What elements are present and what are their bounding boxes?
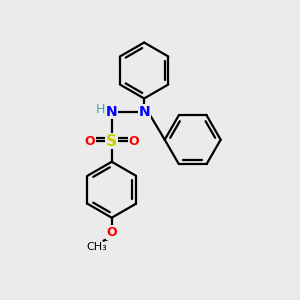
Text: S: S bbox=[106, 134, 117, 149]
Text: O: O bbox=[84, 135, 95, 148]
Text: O: O bbox=[128, 135, 139, 148]
Text: CH₃: CH₃ bbox=[87, 242, 107, 252]
Text: H: H bbox=[96, 103, 105, 116]
Text: N: N bbox=[106, 105, 118, 119]
Text: N: N bbox=[138, 105, 150, 119]
Text: O: O bbox=[106, 226, 117, 239]
